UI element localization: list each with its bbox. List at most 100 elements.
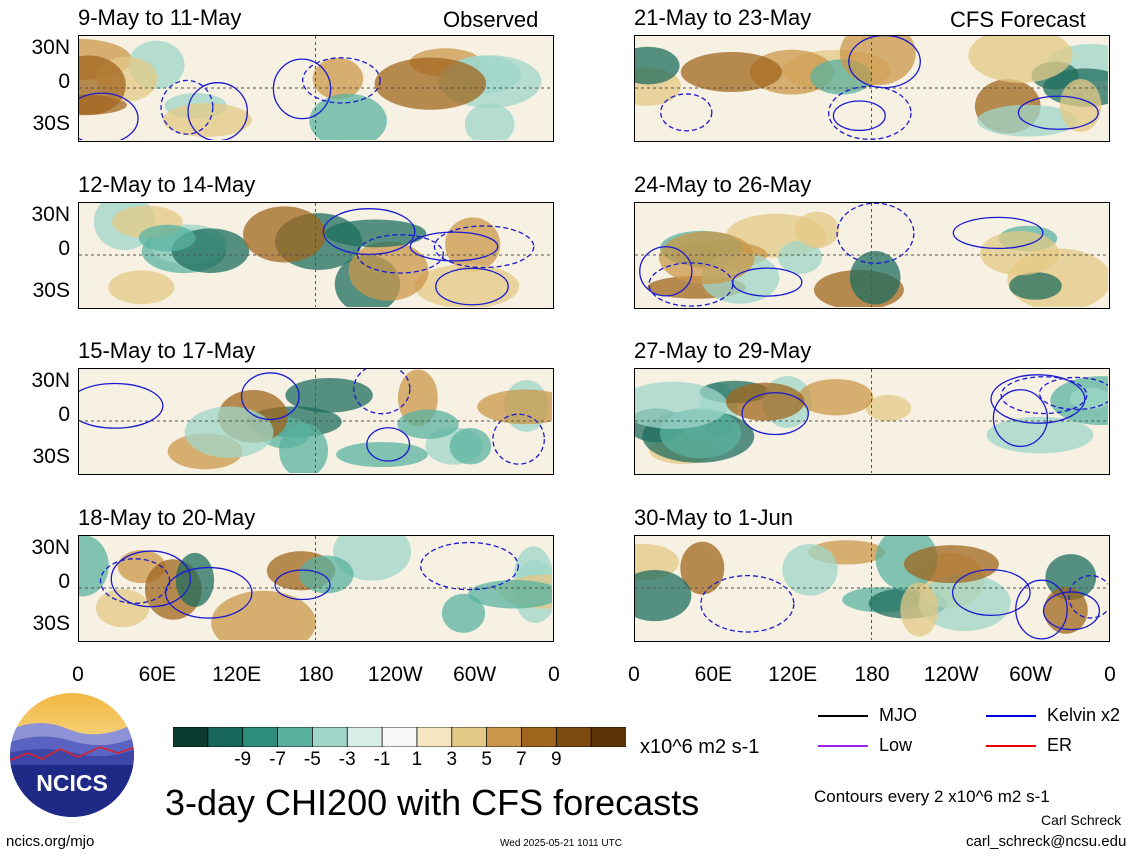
observed-tag: Observed xyxy=(443,7,539,32)
legend-low-line xyxy=(818,745,868,747)
kelvin-contour xyxy=(187,82,248,140)
timestamp: Wed 2025-05-21 1011 UTC xyxy=(500,838,622,849)
anomaly-blob xyxy=(1009,272,1062,300)
anomaly-blob xyxy=(1045,554,1097,600)
anomaly-blob xyxy=(184,406,274,458)
anomaly-blob xyxy=(468,579,552,609)
colorbar-swatch xyxy=(277,727,314,747)
legend-kelvin-label: Kelvin x2 xyxy=(1047,705,1121,725)
longitude-label: 0 xyxy=(1104,663,1116,686)
kelvin-contour xyxy=(353,369,411,415)
anomaly-blob xyxy=(464,103,515,140)
map-panel xyxy=(78,368,554,475)
colorbar-tick-label: -5 xyxy=(303,749,321,770)
colorbar-tick-label: -1 xyxy=(373,749,391,770)
anomaly-blob xyxy=(986,416,1094,454)
anomaly-blob xyxy=(211,590,316,640)
colorbar-tick-label: -7 xyxy=(269,749,286,770)
kelvin-contour xyxy=(992,389,1049,448)
kelvin-contour xyxy=(302,57,381,104)
legend-low-label: Low xyxy=(879,735,913,755)
map-panel xyxy=(634,368,1110,475)
ncics-logo: NCICS xyxy=(8,691,136,819)
map-panel xyxy=(78,535,554,642)
legend-kelvin-line xyxy=(986,715,1036,717)
map-panel xyxy=(634,535,1110,642)
kelvin-contour xyxy=(990,374,1086,424)
anomaly-blob xyxy=(79,55,126,115)
anomaly-blob xyxy=(397,409,459,439)
latitude-label: 0 xyxy=(58,570,70,593)
longitude-label: 60W xyxy=(453,663,497,686)
map-panel xyxy=(634,202,1110,309)
anomaly-blob xyxy=(1069,387,1108,410)
anomaly-blob xyxy=(162,103,252,137)
longitude-label: 0 xyxy=(628,663,640,686)
anomaly-blob xyxy=(865,394,912,422)
kelvin-contour xyxy=(741,392,809,436)
map-panel xyxy=(78,202,554,309)
kelvin-contour xyxy=(700,574,795,633)
map-field xyxy=(635,536,1108,640)
kelvin-contour xyxy=(1038,376,1108,411)
latitude-label: 0 xyxy=(58,70,70,93)
panel-title: 27-May to 29-May xyxy=(634,338,812,363)
kelvin-contour xyxy=(272,58,332,120)
longitude-label: 0 xyxy=(72,663,84,686)
kelvin-contour xyxy=(240,372,300,421)
map-panel xyxy=(78,35,554,142)
panel-title: 21-May to 23-May xyxy=(634,5,812,30)
anomaly-blob xyxy=(477,389,552,425)
longitude-label: 120W xyxy=(923,663,979,686)
anomaly-blob xyxy=(138,224,196,252)
anomaly-blob xyxy=(449,427,492,465)
anomaly-blob xyxy=(336,441,428,468)
colorbar-swatch xyxy=(381,727,418,747)
kelvin-contour xyxy=(160,79,214,135)
kelvin-contour xyxy=(1000,376,1088,415)
kelvin-contour xyxy=(274,569,331,601)
latitude-label: 30N xyxy=(31,36,70,59)
kelvin-contour xyxy=(419,541,519,591)
panel-title: 12-May to 14-May xyxy=(78,172,256,197)
anomaly-blob xyxy=(79,536,109,597)
latitude-label: 30N xyxy=(31,369,70,392)
latitude-label: 30S xyxy=(32,612,70,635)
kelvin-contour xyxy=(1042,591,1101,631)
kelvin-contour xyxy=(639,246,693,297)
kelvin-contour xyxy=(1068,574,1108,619)
anomaly-blob xyxy=(968,36,1073,83)
anomaly-blob xyxy=(1059,79,1102,133)
kelvin-contour xyxy=(356,234,444,274)
colorbar-tick-label: 1 xyxy=(411,749,423,770)
kelvin-contour xyxy=(848,36,921,89)
longitude-label: 60E xyxy=(138,663,177,686)
main-title: 3-day CHI200 with CFS forecasts xyxy=(165,782,700,823)
kelvin-contour xyxy=(832,100,886,132)
latitude-label: 30S xyxy=(32,112,70,135)
map-field xyxy=(79,203,552,307)
source-url[interactable]: ncics.org/mjo xyxy=(6,833,95,850)
kelvin-contour xyxy=(322,208,416,256)
anomaly-blob xyxy=(441,593,486,633)
colorbar-swatch xyxy=(311,727,349,747)
colorbar-swatch xyxy=(242,727,279,747)
contour-note: Contours every 2 x10^6 m2 s-1 xyxy=(814,787,1050,806)
anomaly-blob xyxy=(659,231,755,285)
anomaly-blob xyxy=(299,555,354,594)
latitude-label: 30N xyxy=(31,203,70,226)
kelvin-contour xyxy=(660,93,713,132)
logo-text: NCICS xyxy=(36,770,108,796)
longitude-label: 60W xyxy=(1009,663,1053,686)
anomaly-blob xyxy=(635,46,680,85)
colorbar-units: x10^6 m2 s-1 xyxy=(640,736,760,758)
anomaly-blob xyxy=(285,377,373,413)
anomaly-blob xyxy=(309,93,387,140)
colorbar-swatch xyxy=(521,727,558,747)
anomaly-blob xyxy=(782,543,838,596)
map-field xyxy=(635,369,1108,473)
panel-title: 18-May to 20-May xyxy=(78,505,256,530)
colorbar-swatch xyxy=(451,727,488,747)
kelvin-contour xyxy=(99,558,171,604)
colorbar-swatch xyxy=(173,727,209,747)
